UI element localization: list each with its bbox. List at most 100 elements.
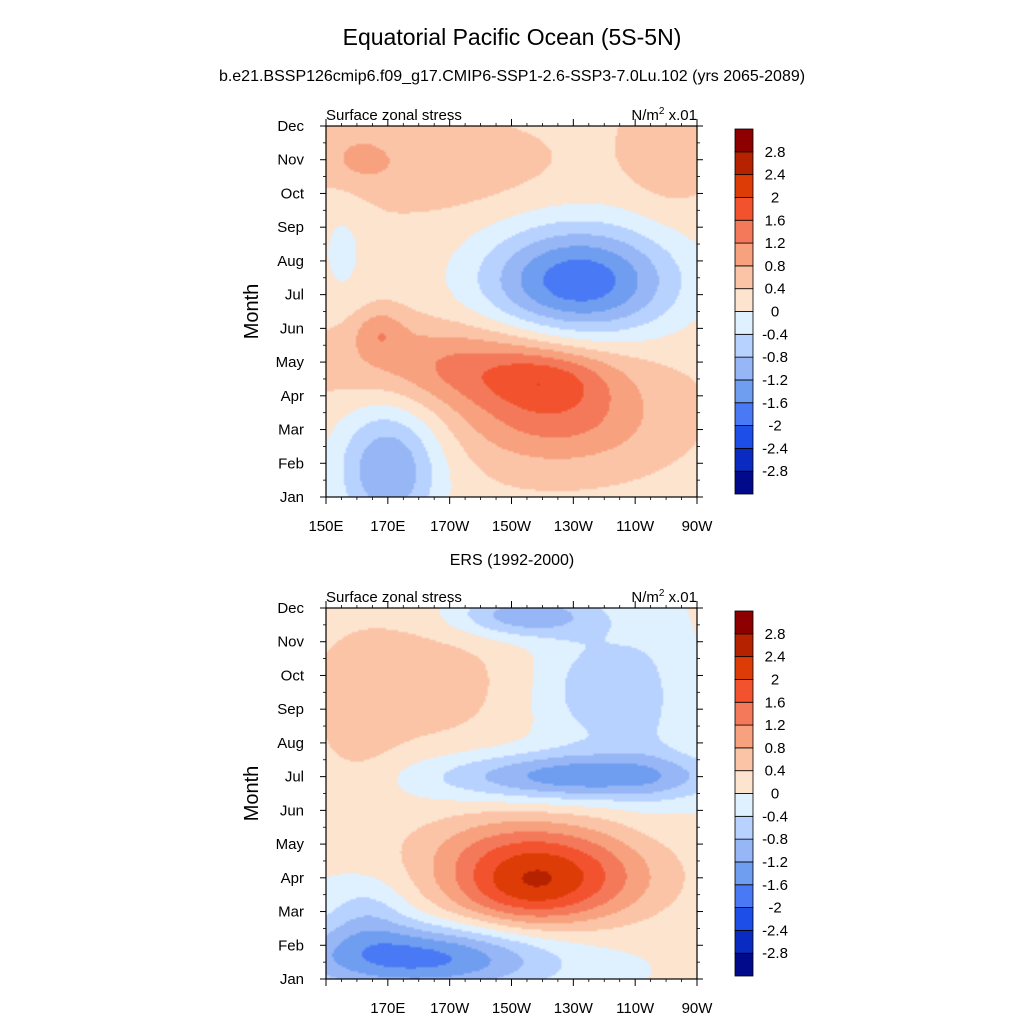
colorbar-swatch [734,379,754,404]
colorbar-swatch [734,656,754,680]
colorbar-label: -2 [768,418,781,435]
colorbar-swatch [734,884,754,908]
month-tick-label: Sep [277,219,304,236]
colorbar-label: 1.6 [765,694,786,711]
colorbar-label: 0 [771,304,779,321]
lon-tick-label: 170E [370,1000,405,1017]
month-tick-label: Jul [285,769,304,786]
colorbar-label: -0.8 [762,349,788,366]
colorbar-label: -0.8 [762,831,788,848]
panel-ers: Surface zonal stress N/m2 x.01 Jan Feb Mar Ap… [241,588,788,1017]
colorbar-swatch [734,701,754,726]
colorbar-swatch [734,219,754,244]
colorbar-swatch [734,838,754,863]
colorbar-swatch [734,770,754,794]
colorbar-label: -1.2 [762,854,788,871]
colorbar-swatch [734,793,754,817]
month-tick-label: Apr [281,388,304,405]
variable-label: Surface zonal stress [326,589,462,606]
lon-tick-label: 150W [492,518,532,535]
month-tick-label: Dec [277,118,304,135]
colorbar-swatch [734,174,754,198]
colorbar-label: 1.2 [765,235,786,252]
colorbar-swatch [734,356,754,381]
colorbar-swatch [734,151,754,176]
month-tick-label: Jan [280,971,304,988]
units-label: N/m2 x.01 [631,588,697,606]
colorbar-label: -2.4 [762,440,788,457]
colorbar-label: 0.8 [765,740,786,757]
colorbar-label: 2.4 [765,167,786,184]
colorbar-swatch [734,724,754,749]
lon-tick-label: 170W [430,518,470,535]
month-tick-label: Nov [277,152,304,169]
month-tick-label: Feb [278,455,304,472]
lon-tick-label: 130W [554,1000,594,1017]
month-tick-label: Jun [280,802,304,819]
colorbar-label: -1.6 [762,877,788,894]
month-tick-label: Aug [277,253,304,270]
colorbar-label: 0.4 [765,281,786,298]
colorbar-swatch [734,470,754,495]
colorbar-swatch [734,929,754,954]
lon-tick-label: 110W [616,518,655,535]
lon-tick-label: 150E [308,518,343,535]
month-tick-label: Sep [277,701,304,718]
units-label: N/m2 x.01 [631,106,697,124]
month-tick-label: Jun [280,320,304,337]
colorbar-label: 0.8 [765,258,786,275]
colorbar-label: 1.6 [765,212,786,229]
month-tick-label: Mar [278,422,304,439]
month-tick-label: Oct [281,185,305,202]
colorbar-swatch [734,128,754,153]
colorbar-label: 2.4 [765,649,786,666]
colorbar-swatch [734,907,754,931]
panel-model: Surface zonal stress N/m2 x.01 Jan Feb Mar Ap… [241,106,788,535]
lon-tick-label: 90W [682,1000,714,1017]
colorbar-swatch [734,861,754,886]
colorbar-label: 2 [771,671,779,688]
colorbar-label: -2.8 [762,945,788,962]
colorbar-swatch [734,633,754,658]
colorbar-swatch [734,242,754,267]
month-tick-label: Apr [281,870,304,887]
colorbar-label: 2.8 [765,144,786,161]
figure-subtitle: b.e21.BSSP126cmip6.f09_g17.CMIP6-SSP1-2.… [219,68,805,85]
colorbar-swatch [734,425,754,449]
colorbar-label: -0.4 [762,326,788,343]
variable-label: Surface zonal stress [326,107,462,124]
lon-tick-label: 170W [430,1000,470,1017]
month-tick-label: Aug [277,735,304,752]
colorbar-swatch [734,952,754,977]
lon-tick-label: 170E [370,518,405,535]
figure-title: Equatorial Pacific Ocean (5S-5N) [343,24,682,50]
colorbar-swatch [734,333,754,358]
colorbar-swatch [734,265,754,290]
month-tick-label: Nov [277,634,304,651]
colorbar-swatch [734,747,754,772]
colorbar-swatch [734,610,754,635]
colorbar-swatch [734,288,754,312]
colorbar-label: 2.8 [765,626,786,643]
lon-tick-label: 90W [682,518,714,535]
colorbar-label: -1.6 [762,395,788,412]
month-tick-label: Jan [280,489,304,506]
colorbar-swatch [734,815,754,840]
y-axis-label: Month [241,766,263,822]
colorbar-label: -2.4 [762,922,788,939]
month-tick-label: Mar [278,904,304,921]
y-axis-label: Month [241,284,263,340]
colorbar-label: 0.4 [765,763,786,780]
lon-tick-label: 110W [616,1000,655,1017]
month-tick-label: Oct [281,667,305,684]
colorbar-label: -1.2 [762,372,788,389]
month-tick-label: Dec [277,600,304,617]
colorbar-label: -2.8 [762,463,788,480]
colorbar-label: 2 [771,189,779,206]
lon-tick-label: 150W [492,1000,532,1017]
colorbar-swatch [734,311,754,335]
colorbar-swatch [734,197,754,221]
month-tick-label: Feb [278,937,304,954]
month-tick-label: May [276,836,305,853]
